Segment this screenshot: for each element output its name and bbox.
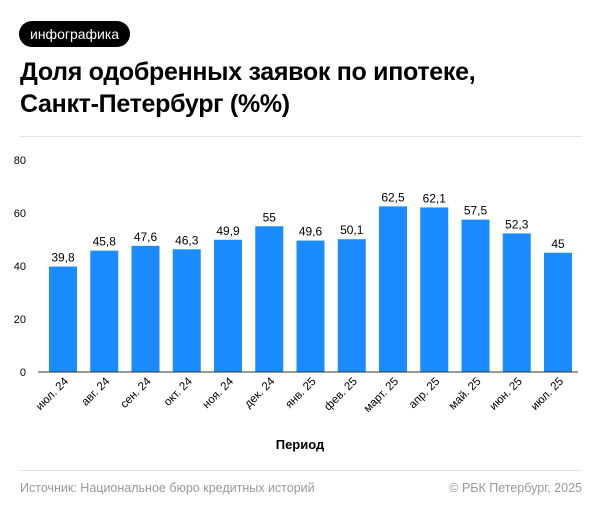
source-note: Источник: Национальное бюро кредитных ис… bbox=[20, 481, 315, 495]
divider-bottom bbox=[20, 470, 582, 471]
data-label: 45 bbox=[551, 237, 565, 251]
x-tick-label: янв. 25 bbox=[283, 376, 318, 411]
y-tick-label: 60 bbox=[14, 208, 26, 220]
data-label: 50,1 bbox=[340, 223, 364, 237]
page-title: Доля одобренных заявок по ипотеке, Санкт… bbox=[20, 56, 580, 120]
data-label: 57,5 bbox=[464, 204, 488, 218]
bar bbox=[461, 219, 490, 372]
x-tick-label: фев. 25 bbox=[322, 376, 360, 414]
bar bbox=[296, 240, 325, 372]
x-tick-label: дек. 24 bbox=[242, 375, 277, 410]
bar bbox=[90, 250, 119, 372]
bar-chart: 0 20 40 60 80 39,8 июл. 24 45,8 авг. 24 47,6 сен. … bbox=[14, 155, 578, 452]
y-tick-label: 20 bbox=[14, 314, 26, 326]
data-label: 45,8 bbox=[93, 235, 117, 249]
bar bbox=[379, 206, 407, 372]
x-tick-label: апр. 25 bbox=[407, 376, 442, 411]
x-tick-label: окт. 24 bbox=[162, 375, 195, 408]
copyright: © РБК Петербург, 2025 bbox=[449, 481, 582, 495]
data-label: 55 bbox=[263, 210, 277, 224]
bar bbox=[49, 266, 77, 372]
x-tick-label: авг. 24 bbox=[80, 375, 113, 408]
y-tick-label: 0 bbox=[20, 367, 26, 379]
x-tick-label: июл. 24 bbox=[34, 375, 72, 413]
data-label: 62,1 bbox=[423, 191, 447, 205]
bar bbox=[255, 226, 284, 372]
bar bbox=[337, 239, 366, 372]
bar bbox=[172, 249, 201, 372]
title-line-1: Доля одобренных заявок по ипотеке, bbox=[20, 58, 476, 86]
x-tick-label: июн. 25 bbox=[488, 376, 525, 413]
data-label: 47,6 bbox=[134, 230, 158, 244]
data-label: 39,8 bbox=[51, 251, 75, 265]
x-tick-label: ноя. 24 bbox=[201, 375, 237, 411]
bar bbox=[214, 239, 242, 372]
y-tick-label: 40 bbox=[14, 261, 26, 273]
bar bbox=[420, 207, 449, 372]
data-label: 46,3 bbox=[175, 233, 199, 247]
x-tick-label: сен. 24 bbox=[118, 375, 154, 411]
x-axis-title: Период bbox=[276, 437, 325, 452]
title-line-2: Санкт-Петербург (%%) bbox=[20, 90, 290, 118]
divider-top bbox=[20, 136, 582, 137]
x-tick-label: май. 25 bbox=[447, 376, 484, 413]
bar bbox=[502, 233, 531, 372]
data-label: 52,3 bbox=[505, 217, 529, 231]
data-label: 49,6 bbox=[299, 225, 323, 239]
y-tick-label: 80 bbox=[14, 155, 26, 167]
x-tick-label: июл. 25 bbox=[529, 376, 566, 413]
data-label: 49,9 bbox=[216, 224, 240, 238]
category-badge: инфографика bbox=[19, 21, 131, 47]
x-tick-label: март. 25 bbox=[362, 376, 401, 415]
bar bbox=[131, 245, 160, 372]
bar bbox=[544, 252, 572, 372]
data-label: 62,5 bbox=[381, 190, 405, 204]
